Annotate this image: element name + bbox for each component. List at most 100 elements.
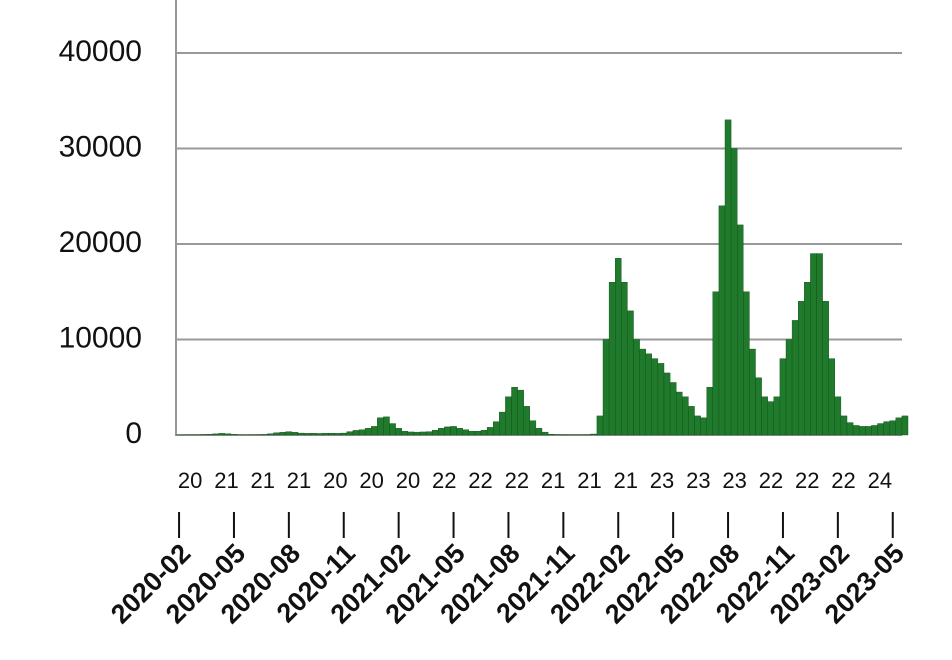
count-label: 22	[468, 468, 492, 493]
bar	[700, 417, 707, 436]
bar	[230, 434, 238, 436]
y-tick-label: 0	[125, 417, 142, 450]
bar	[499, 411, 506, 436]
bar	[541, 431, 549, 436]
bar	[651, 358, 659, 436]
bar	[523, 406, 531, 436]
bar	[371, 426, 378, 436]
bar	[615, 258, 622, 436]
bar	[224, 433, 232, 436]
bar	[310, 433, 317, 436]
bar	[834, 396, 842, 436]
count-label: 20	[359, 468, 383, 493]
bar	[688, 406, 695, 436]
bar	[273, 432, 280, 436]
bar	[456, 428, 463, 436]
y-tick-label: 40000	[59, 35, 142, 68]
bar	[767, 401, 775, 436]
bar	[279, 432, 287, 436]
bar	[218, 433, 225, 436]
bar	[389, 423, 396, 436]
bar	[285, 431, 293, 436]
bar	[291, 432, 299, 436]
bar	[438, 428, 445, 436]
bar	[852, 425, 860, 436]
bar	[871, 425, 878, 436]
bar	[419, 431, 427, 436]
bar	[596, 415, 604, 436]
bar	[877, 423, 884, 436]
bar	[804, 282, 811, 436]
bar	[303, 433, 311, 436]
bar	[316, 433, 323, 436]
bar	[395, 428, 402, 436]
bar	[737, 224, 744, 436]
bar	[859, 426, 866, 436]
bar	[517, 389, 524, 436]
bar	[773, 396, 781, 436]
bar	[468, 430, 476, 436]
bar	[895, 417, 903, 436]
bar	[627, 310, 634, 436]
count-label: 23	[722, 468, 746, 493]
bar	[822, 301, 829, 436]
bar	[718, 205, 726, 436]
bar	[749, 348, 756, 436]
bar	[676, 391, 683, 436]
bar	[535, 428, 543, 436]
bar	[901, 415, 909, 436]
bar	[883, 421, 890, 436]
bar	[840, 415, 848, 436]
count-label: 24	[868, 468, 892, 493]
bar	[730, 148, 738, 436]
bar	[401, 430, 409, 436]
count-label: 23	[650, 468, 674, 493]
bar	[383, 416, 390, 436]
count-label: 21	[287, 468, 311, 493]
bar	[798, 301, 805, 436]
bar	[346, 431, 354, 436]
bar	[712, 291, 720, 436]
bar	[493, 421, 500, 436]
count-label: 20	[178, 468, 202, 493]
y-tick-label: 10000	[59, 321, 142, 354]
count-label: 20	[323, 468, 347, 493]
y-tick-label: 20000	[59, 226, 142, 259]
bar	[828, 358, 836, 436]
bar	[407, 431, 415, 436]
bar	[432, 430, 439, 436]
bar	[352, 430, 360, 436]
bar	[212, 433, 219, 436]
bar	[743, 291, 750, 436]
bar	[816, 253, 823, 436]
bar	[297, 432, 305, 436]
bar	[444, 426, 451, 436]
bar	[505, 396, 512, 436]
bar	[480, 430, 488, 436]
bar	[810, 253, 817, 436]
count-label: 22	[505, 468, 529, 493]
bar	[608, 282, 616, 436]
bar	[364, 428, 372, 436]
bar	[785, 339, 793, 436]
y-tick-label: 30000	[59, 130, 142, 163]
count-label: 22	[759, 468, 783, 493]
bar	[669, 382, 677, 436]
bar	[657, 363, 665, 436]
count-label: 22	[831, 468, 855, 493]
bar	[621, 282, 628, 436]
bar	[267, 433, 274, 436]
count-label: 22	[795, 468, 819, 493]
bar	[706, 387, 714, 436]
count-label: 20	[396, 468, 420, 493]
bar	[590, 433, 598, 436]
bar	[377, 417, 384, 436]
bar	[547, 434, 555, 436]
bar	[889, 420, 897, 436]
bar	[761, 396, 768, 436]
bar	[529, 420, 537, 436]
bar	[791, 320, 799, 436]
bar	[511, 387, 518, 436]
bar	[413, 431, 421, 436]
